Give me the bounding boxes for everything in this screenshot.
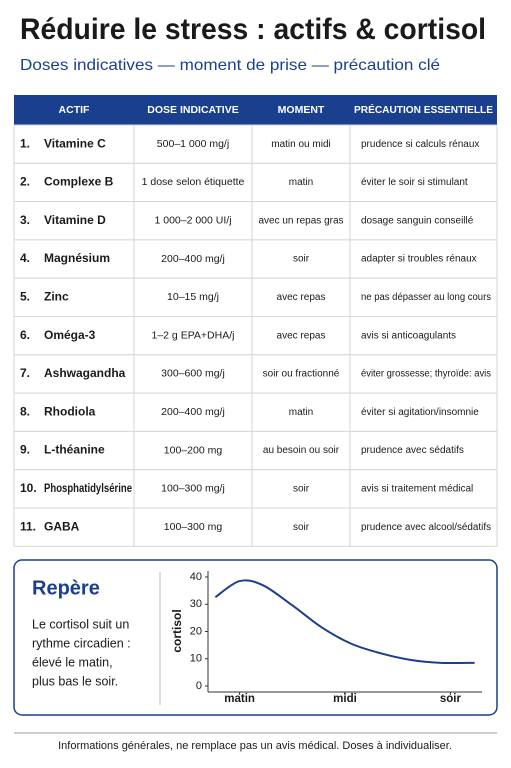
title: Réduire le stress : actifs & cortisol xyxy=(20,13,486,46)
note-line: Le cortisol suit un xyxy=(32,617,129,631)
dose: 200–400 mg/j xyxy=(161,253,225,265)
x-tick-label: midi xyxy=(333,693,357,705)
precaution: éviter si agitation/insomnie xyxy=(361,407,479,418)
y-axis-label: cortisol xyxy=(170,609,184,652)
row-number: 2. xyxy=(20,175,30,189)
column-header: PRÉCAUTION ESSENTIELLE xyxy=(354,103,493,116)
row-number: 11. xyxy=(20,519,36,533)
table-row xyxy=(13,162,498,203)
precaution: ne pas dépasser au long cours xyxy=(361,292,491,303)
active-name: L-théanine xyxy=(44,443,105,457)
precaution: éviter le soir si stimulant xyxy=(361,177,468,188)
note-line: rythme circadien : xyxy=(32,636,131,650)
moment: matin ou midi xyxy=(271,139,330,150)
dose: 100–300 mg xyxy=(164,521,223,533)
active-name: Complexe B xyxy=(44,175,114,189)
footer: Informations générales, ne remplace pas … xyxy=(58,740,452,752)
moment: avec un repas gras xyxy=(258,215,343,226)
row-number: 3. xyxy=(20,213,30,227)
moment: avec repas xyxy=(277,330,326,341)
precaution: éviter grossesse; thyroïde: avis xyxy=(361,369,491,380)
moment: soir xyxy=(293,483,310,494)
active-name: Ashwagandha xyxy=(44,366,126,380)
table-row xyxy=(13,316,498,356)
row-number: 6. xyxy=(20,328,30,342)
dose: 300–600 mg/j xyxy=(161,368,225,380)
row-number: 8. xyxy=(20,404,30,418)
column-header: ACTIF xyxy=(59,104,90,116)
x-tick-label: soir xyxy=(440,693,462,705)
dose: 1–2 g EPA+DHA/j xyxy=(152,329,235,341)
note-line: élevé le matin, xyxy=(32,655,113,669)
moment: soir xyxy=(293,522,310,533)
row-number: 5. xyxy=(20,290,30,304)
y-tick-label: 40 xyxy=(190,571,202,583)
precaution: prudence si calculs rénaux xyxy=(361,139,479,150)
row-number: 10. xyxy=(20,481,37,495)
active-name: GABA xyxy=(44,519,80,533)
table-row xyxy=(13,239,498,279)
dose: 1 dose selon étiquette xyxy=(142,176,245,188)
table-row xyxy=(13,507,498,547)
precaution: prudence avec alcool/sédatifs xyxy=(361,522,491,533)
dose: 100–300 mg/j xyxy=(161,483,225,495)
row-number: 7. xyxy=(20,366,30,380)
table-header xyxy=(14,95,497,125)
moment: avec repas xyxy=(277,292,326,303)
dose: 10–15 mg/j xyxy=(167,291,219,303)
active-name: Rhodiola xyxy=(44,404,96,418)
note-title: Repère xyxy=(32,577,100,599)
moment: au besoin ou soir xyxy=(263,445,340,456)
row-number: 4. xyxy=(20,251,30,265)
active-name: Vitamine D xyxy=(44,213,106,227)
y-tick-label: 10 xyxy=(190,653,202,665)
precaution: prudence avec sédatifs xyxy=(361,445,464,456)
active-name: Vitamine C xyxy=(44,136,106,150)
note-line: plus bas le soir. xyxy=(32,674,118,688)
moment: soir xyxy=(293,254,310,265)
row-number: 9. xyxy=(20,443,30,457)
row-number: 1. xyxy=(20,136,30,150)
precaution: avis si anticoagulants xyxy=(361,330,456,341)
precaution: avis si traitement médical xyxy=(361,483,473,494)
table-row xyxy=(13,469,498,509)
dose: 200–400 mg/j xyxy=(161,406,225,418)
dose: 1 000–2 000 UI/j xyxy=(154,215,231,227)
subtitle: Doses indicatives — moment de prise — pr… xyxy=(20,57,440,74)
table-row xyxy=(13,277,498,318)
active-name: Phosphatidylsérine xyxy=(44,481,132,495)
moment: soir ou fractionné xyxy=(263,369,340,380)
moment: matin xyxy=(289,407,313,418)
y-tick-label: 20 xyxy=(190,625,202,637)
cortisol-curve xyxy=(214,579,475,665)
precaution: adapter si troubles rénaux xyxy=(361,254,477,265)
active-name: Zinc xyxy=(44,290,69,304)
column-header: DOSE INDICATIVE xyxy=(147,104,238,116)
precaution: dosage sanguin conseillé xyxy=(361,215,474,226)
active-name: Magnésium xyxy=(44,251,110,265)
dose: 100–200 mg xyxy=(164,444,223,456)
table-row xyxy=(13,124,498,164)
table-row xyxy=(13,430,498,471)
table-row xyxy=(13,392,498,432)
dose: 500–1 000 mg/j xyxy=(157,138,229,150)
x-tick-label: matin xyxy=(224,693,255,705)
table-row xyxy=(13,201,498,241)
moment: matin xyxy=(289,177,313,188)
y-tick-label: 0 xyxy=(196,680,202,692)
active-name: Oméga-3 xyxy=(44,328,96,342)
y-tick-label: 30 xyxy=(190,598,202,610)
column-header: MOMENT xyxy=(278,104,325,116)
note-box xyxy=(13,559,498,716)
